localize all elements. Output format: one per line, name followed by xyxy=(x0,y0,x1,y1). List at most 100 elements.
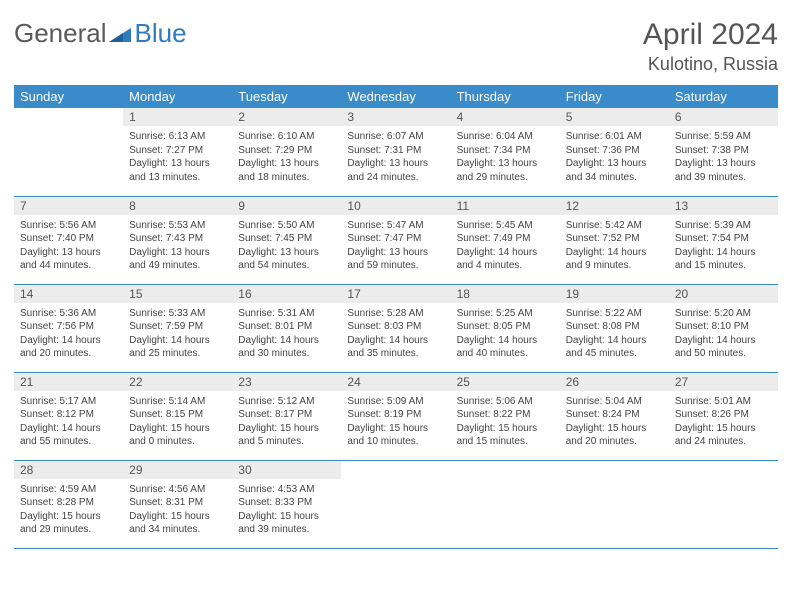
day-number xyxy=(669,461,778,465)
day-number: 26 xyxy=(560,373,669,391)
sunset-text: Sunset: 7:47 PM xyxy=(347,232,444,246)
sunrise-text: Sunrise: 5:50 AM xyxy=(238,219,335,233)
daylight-text: Daylight: 14 hours and 45 minutes. xyxy=(566,334,663,361)
sunrise-text: Sunrise: 6:04 AM xyxy=(457,130,554,144)
sunrise-text: Sunrise: 5:56 AM xyxy=(20,219,117,233)
calendar-table: Sunday Monday Tuesday Wednesday Thursday… xyxy=(14,85,778,549)
daylight-text: Daylight: 14 hours and 55 minutes. xyxy=(20,422,117,449)
sunset-text: Sunset: 8:08 PM xyxy=(566,320,663,334)
weekday-header: Saturday xyxy=(669,85,778,108)
day-details: Sunrise: 5:14 AMSunset: 8:15 PMDaylight:… xyxy=(123,391,232,453)
brand-part1: General xyxy=(14,18,107,49)
calendar-week-row: 14Sunrise: 5:36 AMSunset: 7:56 PMDayligh… xyxy=(14,284,778,372)
weekday-header: Friday xyxy=(560,85,669,108)
sunset-text: Sunset: 8:19 PM xyxy=(347,408,444,422)
day-number: 17 xyxy=(341,285,450,303)
sunset-text: Sunset: 7:49 PM xyxy=(457,232,554,246)
sunrise-text: Sunrise: 5:53 AM xyxy=(129,219,226,233)
calendar-day-cell: 21Sunrise: 5:17 AMSunset: 8:12 PMDayligh… xyxy=(14,372,123,460)
daylight-text: Daylight: 14 hours and 4 minutes. xyxy=(457,246,554,273)
calendar-day-cell: 27Sunrise: 5:01 AMSunset: 8:26 PMDayligh… xyxy=(669,372,778,460)
day-details: Sunrise: 6:01 AMSunset: 7:36 PMDaylight:… xyxy=(560,126,669,188)
daylight-text: Daylight: 14 hours and 35 minutes. xyxy=(347,334,444,361)
sunset-text: Sunset: 7:38 PM xyxy=(675,144,772,158)
sunrise-text: Sunrise: 5:59 AM xyxy=(675,130,772,144)
title-block: April 2024 Kulotino, Russia xyxy=(643,18,778,75)
sunrise-text: Sunrise: 5:45 AM xyxy=(457,219,554,233)
day-number: 7 xyxy=(14,197,123,215)
calendar-day-cell: 18Sunrise: 5:25 AMSunset: 8:05 PMDayligh… xyxy=(451,284,560,372)
sunset-text: Sunset: 8:26 PM xyxy=(675,408,772,422)
sunset-text: Sunset: 8:17 PM xyxy=(238,408,335,422)
calendar-day-cell xyxy=(14,108,123,196)
sunrise-text: Sunrise: 5:33 AM xyxy=(129,307,226,321)
calendar-day-cell: 22Sunrise: 5:14 AMSunset: 8:15 PMDayligh… xyxy=(123,372,232,460)
brand-triangle-icon xyxy=(109,18,131,49)
sunset-text: Sunset: 8:31 PM xyxy=(129,496,226,510)
daylight-text: Daylight: 13 hours and 59 minutes. xyxy=(347,246,444,273)
day-number: 16 xyxy=(232,285,341,303)
sunrise-text: Sunrise: 5:28 AM xyxy=(347,307,444,321)
sunrise-text: Sunrise: 6:13 AM xyxy=(129,130,226,144)
daylight-text: Daylight: 13 hours and 13 minutes. xyxy=(129,157,226,184)
sunrise-text: Sunrise: 5:14 AM xyxy=(129,395,226,409)
weekday-header: Tuesday xyxy=(232,85,341,108)
daylight-text: Daylight: 15 hours and 24 minutes. xyxy=(675,422,772,449)
daylight-text: Daylight: 14 hours and 40 minutes. xyxy=(457,334,554,361)
daylight-text: Daylight: 13 hours and 29 minutes. xyxy=(457,157,554,184)
calendar-week-row: 21Sunrise: 5:17 AMSunset: 8:12 PMDayligh… xyxy=(14,372,778,460)
calendar-day-cell: 12Sunrise: 5:42 AMSunset: 7:52 PMDayligh… xyxy=(560,196,669,284)
day-number: 20 xyxy=(669,285,778,303)
day-details: Sunrise: 6:13 AMSunset: 7:27 PMDaylight:… xyxy=(123,126,232,188)
day-number: 8 xyxy=(123,197,232,215)
day-details: Sunrise: 5:56 AMSunset: 7:40 PMDaylight:… xyxy=(14,215,123,277)
day-number: 18 xyxy=(451,285,560,303)
daylight-text: Daylight: 14 hours and 30 minutes. xyxy=(238,334,335,361)
sunrise-text: Sunrise: 5:25 AM xyxy=(457,307,554,321)
daylight-text: Daylight: 15 hours and 10 minutes. xyxy=(347,422,444,449)
calendar-day-cell: 10Sunrise: 5:47 AMSunset: 7:47 PMDayligh… xyxy=(341,196,450,284)
sunrise-text: Sunrise: 6:01 AM xyxy=(566,130,663,144)
day-details: Sunrise: 5:50 AMSunset: 7:45 PMDaylight:… xyxy=(232,215,341,277)
sunset-text: Sunset: 7:40 PM xyxy=(20,232,117,246)
day-number: 6 xyxy=(669,108,778,126)
daylight-text: Daylight: 15 hours and 34 minutes. xyxy=(129,510,226,537)
weekday-header-row: Sunday Monday Tuesday Wednesday Thursday… xyxy=(14,85,778,108)
day-number: 23 xyxy=(232,373,341,391)
day-number: 11 xyxy=(451,197,560,215)
day-details: Sunrise: 5:17 AMSunset: 8:12 PMDaylight:… xyxy=(14,391,123,453)
sunset-text: Sunset: 7:45 PM xyxy=(238,232,335,246)
brand-logo: General Blue xyxy=(14,18,187,49)
sunset-text: Sunset: 8:05 PM xyxy=(457,320,554,334)
page-header: General Blue April 2024 Kulotino, Russia xyxy=(14,18,778,75)
daylight-text: Daylight: 15 hours and 0 minutes. xyxy=(129,422,226,449)
day-number: 12 xyxy=(560,197,669,215)
day-details: Sunrise: 5:04 AMSunset: 8:24 PMDaylight:… xyxy=(560,391,669,453)
calendar-day-cell: 25Sunrise: 5:06 AMSunset: 8:22 PMDayligh… xyxy=(451,372,560,460)
day-details: Sunrise: 5:42 AMSunset: 7:52 PMDaylight:… xyxy=(560,215,669,277)
sunset-text: Sunset: 8:15 PM xyxy=(129,408,226,422)
day-number xyxy=(14,108,123,112)
sunset-text: Sunset: 8:33 PM xyxy=(238,496,335,510)
day-number: 19 xyxy=(560,285,669,303)
calendar-day-cell: 19Sunrise: 5:22 AMSunset: 8:08 PMDayligh… xyxy=(560,284,669,372)
sunrise-text: Sunrise: 5:09 AM xyxy=(347,395,444,409)
day-details: Sunrise: 5:22 AMSunset: 8:08 PMDaylight:… xyxy=(560,303,669,365)
daylight-text: Daylight: 15 hours and 39 minutes. xyxy=(238,510,335,537)
sunrise-text: Sunrise: 5:47 AM xyxy=(347,219,444,233)
sunrise-text: Sunrise: 4:53 AM xyxy=(238,483,335,497)
day-details: Sunrise: 5:20 AMSunset: 8:10 PMDaylight:… xyxy=(669,303,778,365)
sunset-text: Sunset: 7:29 PM xyxy=(238,144,335,158)
day-details: Sunrise: 4:53 AMSunset: 8:33 PMDaylight:… xyxy=(232,479,341,541)
daylight-text: Daylight: 14 hours and 25 minutes. xyxy=(129,334,226,361)
calendar-day-cell: 29Sunrise: 4:56 AMSunset: 8:31 PMDayligh… xyxy=(123,460,232,548)
day-details: Sunrise: 5:47 AMSunset: 7:47 PMDaylight:… xyxy=(341,215,450,277)
day-number: 9 xyxy=(232,197,341,215)
calendar-day-cell: 9Sunrise: 5:50 AMSunset: 7:45 PMDaylight… xyxy=(232,196,341,284)
day-details: Sunrise: 5:33 AMSunset: 7:59 PMDaylight:… xyxy=(123,303,232,365)
sunrise-text: Sunrise: 5:04 AM xyxy=(566,395,663,409)
day-details: Sunrise: 5:25 AMSunset: 8:05 PMDaylight:… xyxy=(451,303,560,365)
day-details: Sunrise: 5:45 AMSunset: 7:49 PMDaylight:… xyxy=(451,215,560,277)
day-number: 5 xyxy=(560,108,669,126)
sunset-text: Sunset: 7:27 PM xyxy=(129,144,226,158)
